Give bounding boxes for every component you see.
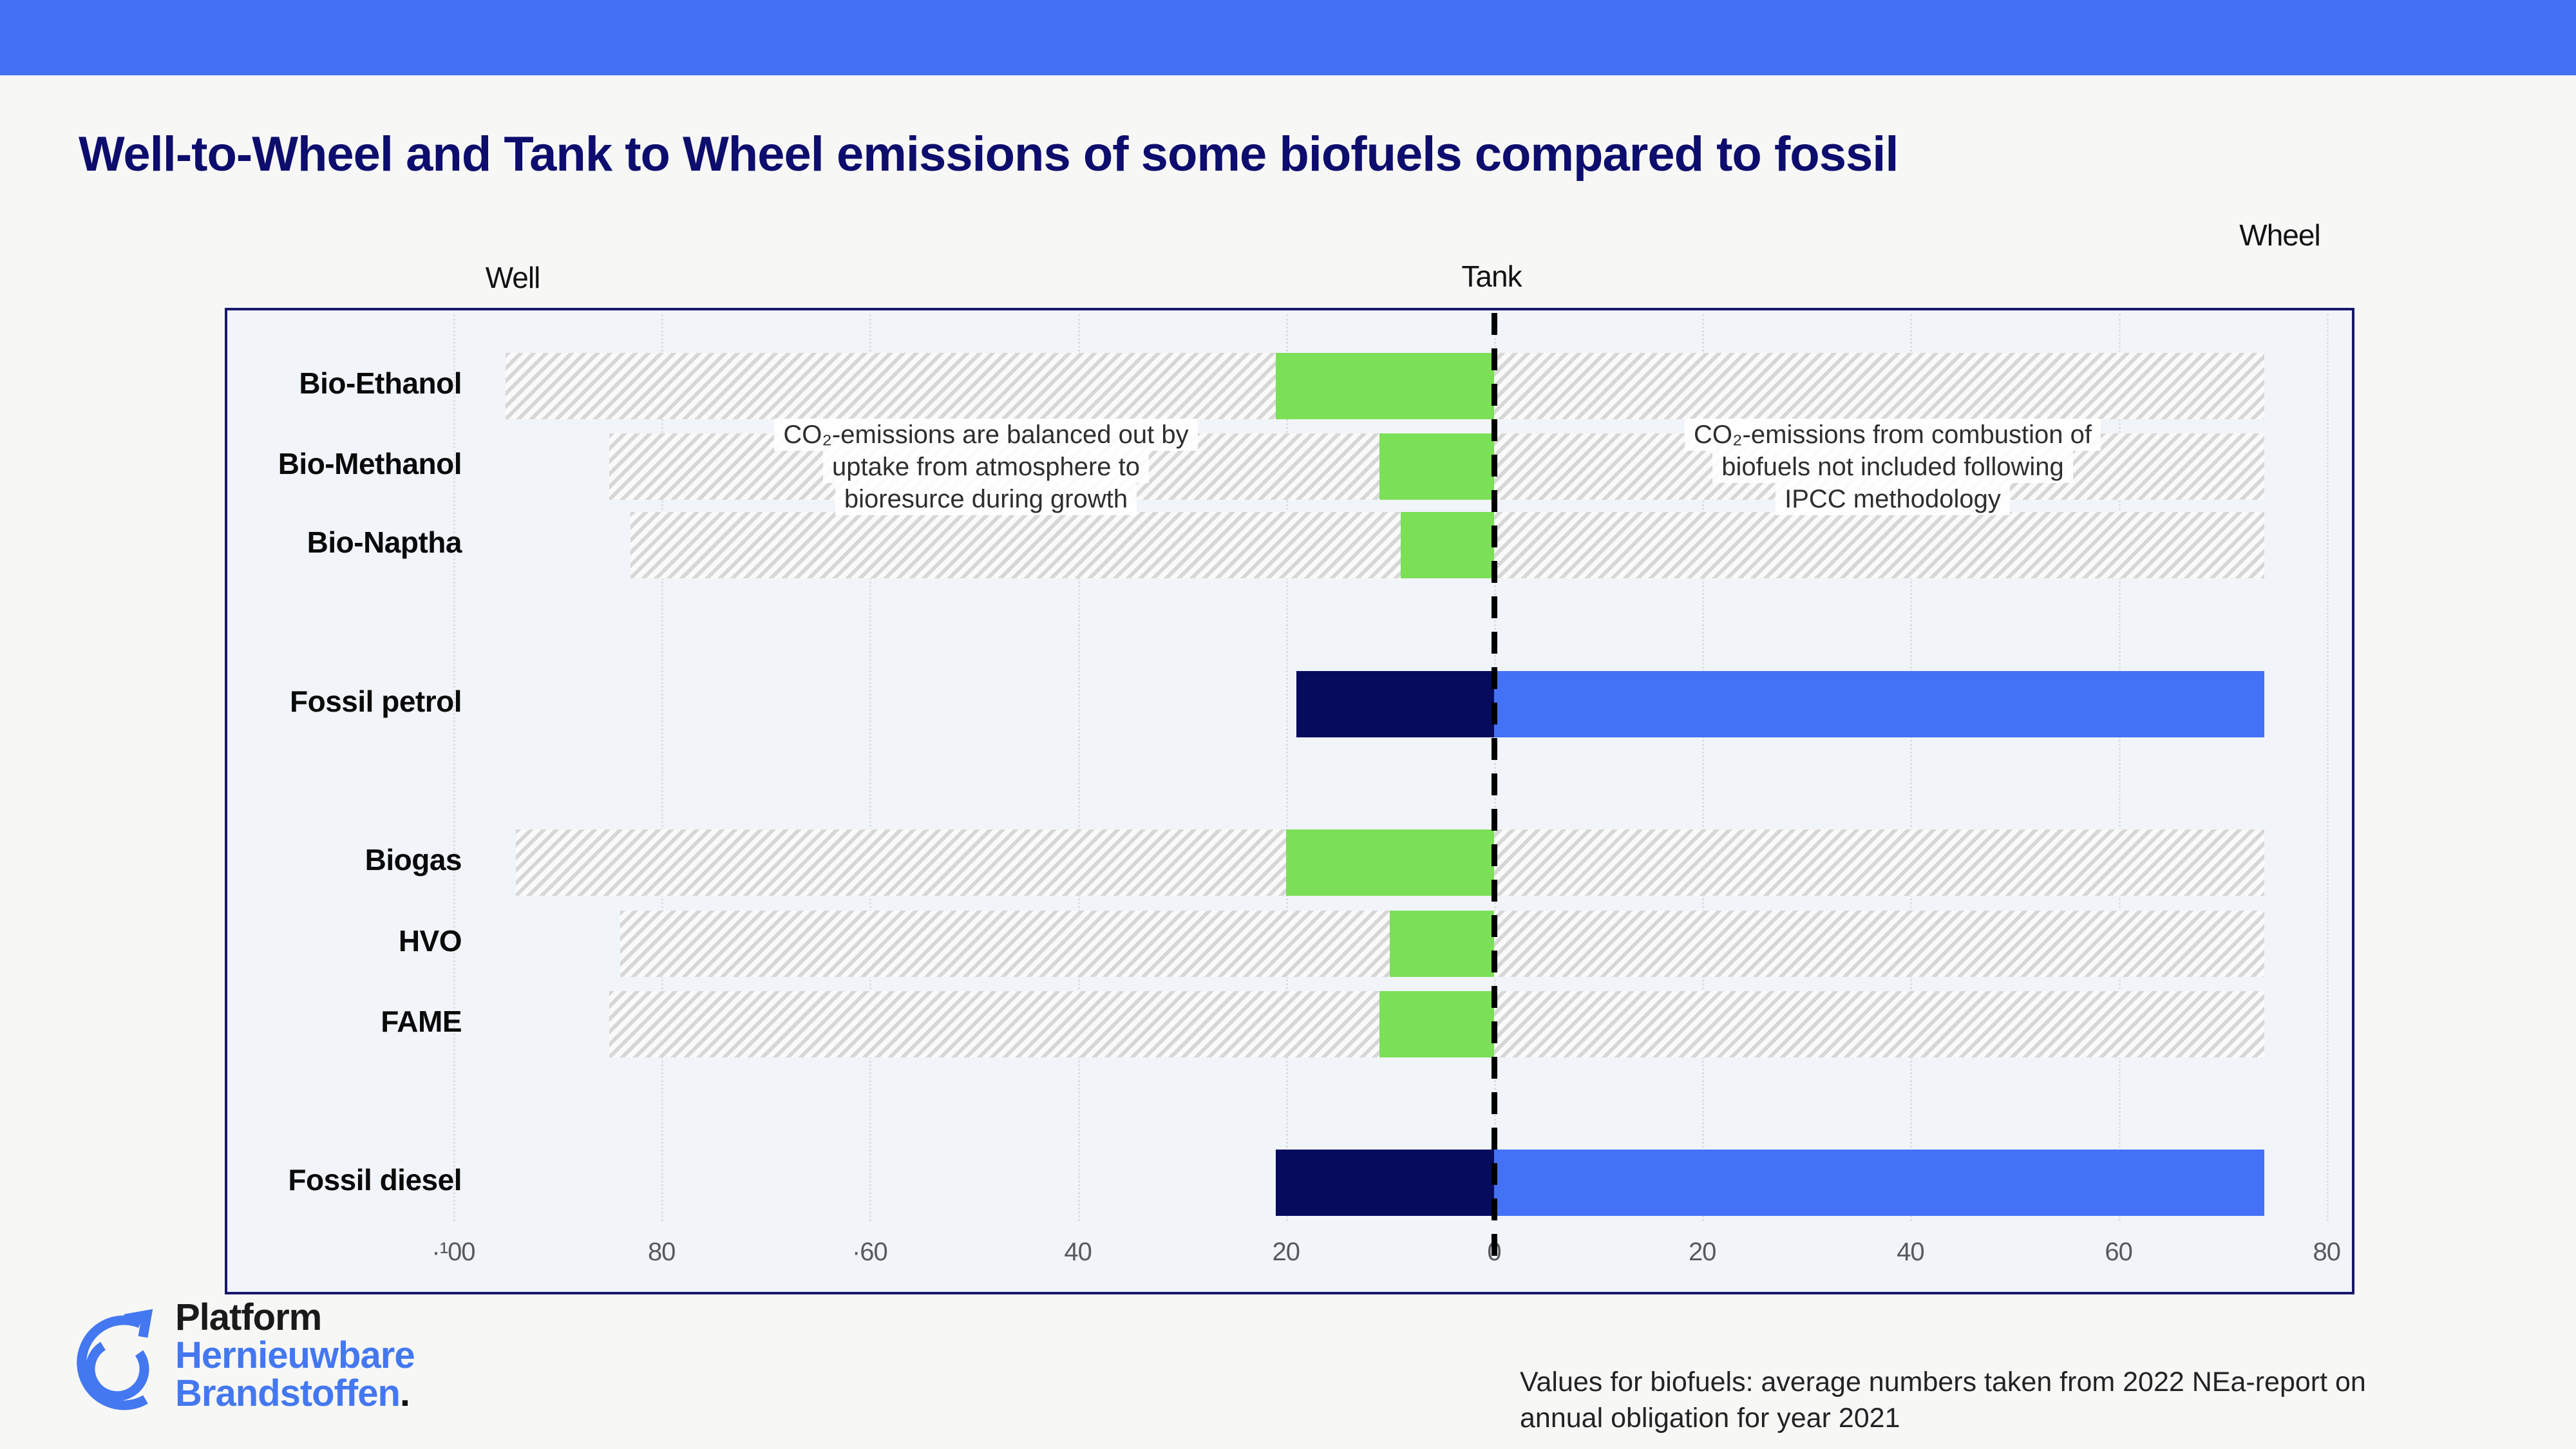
annotation-line: biofuels not included following (1712, 451, 2073, 483)
annotation-line: CO₂-emissions from combustion of (1685, 419, 2101, 451)
gridline (2118, 314, 2121, 1221)
logo-wordmark: Platform Hernieuwbare Brandstoffen. (175, 1298, 415, 1412)
annotation-ipcc: CO₂-emissions from combustion of biofuel… (1642, 419, 2144, 515)
annotation-balanced-out: CO₂-emissions are balanced out by uptake… (735, 419, 1237, 515)
chain-emission-bar (1400, 512, 1494, 578)
row-label: FAME (381, 1005, 462, 1038)
logo-line-brandstoffen: Brandstoffen. (175, 1372, 410, 1414)
x-tick-label: 40 (1897, 1238, 1925, 1266)
logo-circular-arrows-icon (77, 1309, 153, 1410)
gridline (1285, 314, 1288, 1221)
x-tick-label: 80 (2313, 1238, 2342, 1266)
logo-period: . (399, 1372, 410, 1414)
zero-dashed-line (1492, 313, 1497, 1265)
row-label: Bio-Ethanol (299, 366, 462, 400)
logo-line-hernieuwbare: Hernieuwbare (175, 1334, 415, 1376)
gridline (869, 314, 872, 1221)
x-tick-label: 40 (1064, 1238, 1092, 1266)
row-label: Biogas (365, 843, 462, 876)
gridline (2326, 314, 2329, 1221)
tank-to-wheel-bar (1494, 1150, 2264, 1216)
row-label: Fossil diesel (288, 1163, 462, 1197)
x-tick-label: ·¹00 (431, 1238, 475, 1266)
stage-label-wheel: Wheel (2239, 218, 2320, 252)
row-label: Fossil petrol (290, 685, 462, 718)
x-tick-label: 20 (1272, 1238, 1301, 1266)
x-tick-label: ·60 (851, 1238, 888, 1266)
x-tick-label: 80 (647, 1238, 676, 1266)
logo-line-platform: Platform (175, 1296, 322, 1338)
row-label: Bio-Methanol (278, 447, 462, 480)
gridline (1077, 314, 1080, 1221)
well-to-tank-bar (1275, 1150, 1494, 1216)
annotation-line: bioresurce during growth (835, 483, 1137, 515)
gridline (453, 314, 455, 1221)
gridline (661, 314, 664, 1221)
x-tick-label: 60 (2105, 1238, 2133, 1266)
stage-label-well: Well (485, 261, 541, 294)
page-title: Well-to-Wheel and Tank to Wheel emission… (79, 127, 1899, 182)
gridline (1702, 314, 1705, 1221)
annotation-line: uptake from atmosphere to (822, 451, 1150, 483)
well-to-tank-bar (1296, 671, 1494, 737)
footnote-line: annual obligation for year 2021 (1520, 1403, 1900, 1434)
source-footnote: Values for biofuels: average numbers tak… (1520, 1364, 2366, 1436)
annotation-line: IPCC methodology (1776, 483, 2010, 515)
chain-emission-bar (1285, 829, 1494, 896)
row-label: Bio-Naptha (307, 526, 462, 559)
annotation-line: CO₂-emissions are balanced out by (774, 419, 1198, 451)
x-tick-label: 20 (1688, 1238, 1717, 1266)
footnote-line: Values for biofuels: average numbers tak… (1520, 1367, 2366, 1397)
chain-emission-bar (1390, 911, 1494, 977)
row-label: HVO (398, 924, 462, 958)
tank-to-wheel-bar (1494, 671, 2264, 737)
chain-emission-bar (1379, 433, 1494, 500)
top-accent-bar (0, 0, 2576, 75)
stage-label-tank: Tank (1461, 260, 1522, 293)
chain-emission-bar (1275, 353, 1494, 419)
gridline (1910, 314, 1913, 1221)
chain-emission-bar (1379, 991, 1494, 1057)
